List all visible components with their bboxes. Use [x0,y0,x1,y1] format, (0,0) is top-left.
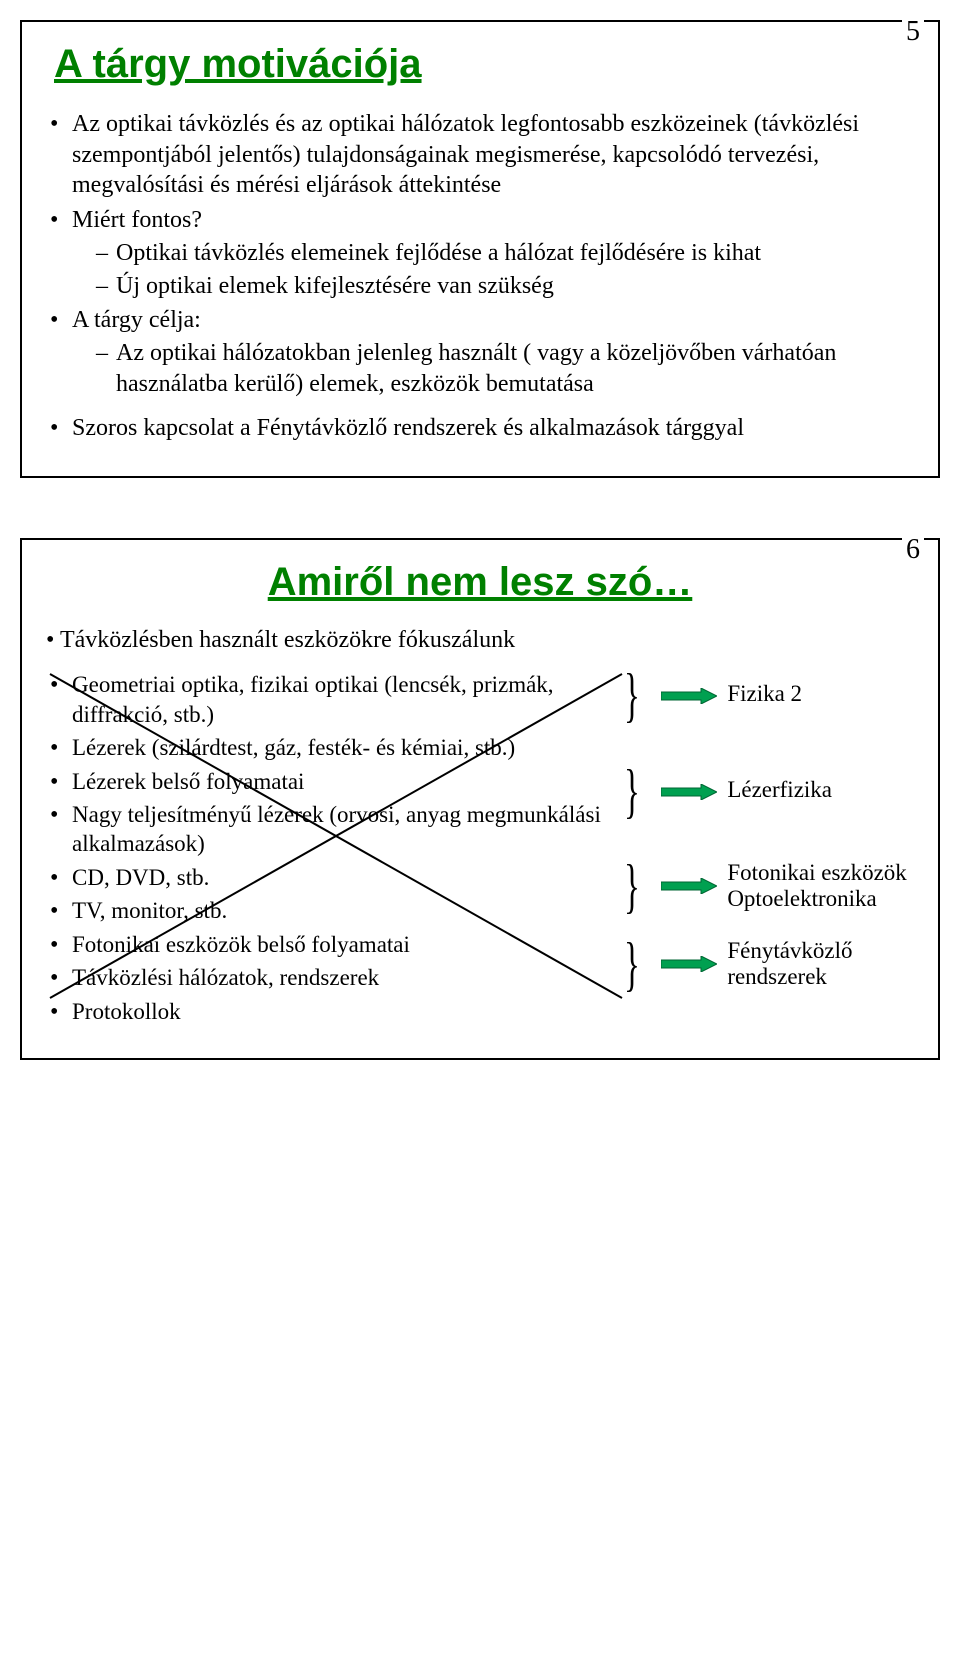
mapping-row: } Lézerfizika [624,772,832,811]
mapping-label: Lézerfizika [727,777,832,802]
list-item: Fotonikai eszközök belső folyamatai [50,930,626,959]
slide-title: Amiről nem lesz szó… [46,560,914,605]
slide-2: 6 Amiről nem lesz szó… Távközlésben hasz… [20,538,940,1060]
item-text: Lézerek (szilárdtest, gáz, festék- és ké… [72,735,515,760]
item-text: A tárgy célja: [72,307,201,333]
slide-frame: 5 A tárgy motivációja Az optikai távközl… [20,20,940,478]
item-text: TV, monitor, stb. [72,898,227,923]
slide-frame: 6 Amiről nem lesz szó… Távközlésben hasz… [20,538,940,1060]
brace-icon: } [624,676,640,715]
list-item: TV, monitor, stb. [50,896,626,925]
subtitle-text: Távközlésben használt eszközökre fókuszá… [60,627,515,653]
arrow-icon [661,878,717,894]
right-column: } Fizika 2 } Lézerfizika } [636,670,914,1030]
list-item: Miért fontos? Optikai távközlés elemeine… [50,205,914,301]
list-item: Lézerek (szilárdtest, gáz, festék- és ké… [50,733,626,762]
columns: Geometriai optika, fizikai optikai (lenc… [46,670,914,1030]
list-item: A tárgy célja: Az optikai hálózatokban j… [50,305,914,399]
item-text: Az optikai hálózatokban jelenleg használ… [116,340,836,397]
list-item: CD, DVD, stb. [50,863,626,892]
list-item: Lézerek belső folyamatai [50,767,626,796]
mapping-row: } Fénytávközlő rendszerek [624,938,853,990]
list-item: Az optikai hálózatokban jelenleg használ… [96,338,914,399]
item-text: Lézerek belső folyamatai [72,769,304,794]
item-text: Geometriai optika, fizikai optikai (lenc… [72,672,554,726]
mapping-label: Fotonikai eszközök [727,860,907,885]
list-item: Optikai távközlés elemeinek fejlődése a … [96,238,914,269]
item-text: Miért fontos? [72,207,202,233]
left-column: Geometriai optika, fizikai optikai (lenc… [46,670,626,1030]
list-item: Új optikai elemek kifejlesztésére van sz… [96,271,914,302]
page-number: 5 [902,16,924,48]
page-number: 6 [902,534,924,566]
mapping-label: Fizika 2 [727,681,802,706]
item-text: Nagy teljesítményű lézerek (orvosi, anya… [72,802,601,856]
item-text: Fotonikai eszközök belső folyamatai [72,932,410,957]
sub-list: Optikai távközlés elemeinek fejlődése a … [72,238,914,301]
arrow-icon [661,784,717,800]
arrow-icon [661,956,717,972]
mapping-row: } Fizika 2 [624,676,802,715]
arrow-icon [661,688,717,704]
item-text: Új optikai elemek kifejlesztésére van sz… [116,273,554,299]
mapping-row: } Fotonikai eszközök Optoelektronika [624,860,907,912]
item-text: CD, DVD, stb. [72,865,209,890]
item-text: Szoros kapcsolat a Fénytávközlő rendszer… [72,415,744,441]
list-item: Nagy teljesítményű lézerek (orvosi, anya… [50,800,626,859]
item-text: Az optikai távközlés és az optikai hálóz… [72,111,859,198]
left-list: Geometriai optika, fizikai optikai (lenc… [46,670,626,1026]
slide-title: A tárgy motivációja [54,42,914,87]
item-text: Protokollok [72,999,181,1024]
list-item: Geometriai optika, fizikai optikai (lenc… [50,670,626,729]
list-item: Távközlési hálózatok, rendszerek [50,963,626,992]
list-item: Az optikai távközlés és az optikai hálóz… [50,109,914,201]
bullet-list: Az optikai távközlés és az optikai hálóz… [46,109,914,444]
sub-list: Az optikai hálózatokban jelenleg használ… [72,338,914,399]
item-text: Optikai távközlés elemeinek fejlődése a … [116,240,761,266]
list-item: Protokollok [50,997,626,1026]
mapping-label: Optoelektronika [727,886,876,911]
brace-icon: } [624,945,640,984]
subtitle: Távközlésben használt eszközökre fókuszá… [46,627,914,654]
item-text: Távközlési hálózatok, rendszerek [72,965,379,990]
brace-icon: } [624,867,640,906]
list-item: Szoros kapcsolat a Fénytávközlő rendszer… [50,413,914,444]
slide-1: 5 A tárgy motivációja Az optikai távközl… [20,20,940,478]
mapping-label: Fénytávközlő [727,938,852,963]
mapping-label: rendszerek [727,964,827,989]
brace-icon: } [624,772,640,811]
